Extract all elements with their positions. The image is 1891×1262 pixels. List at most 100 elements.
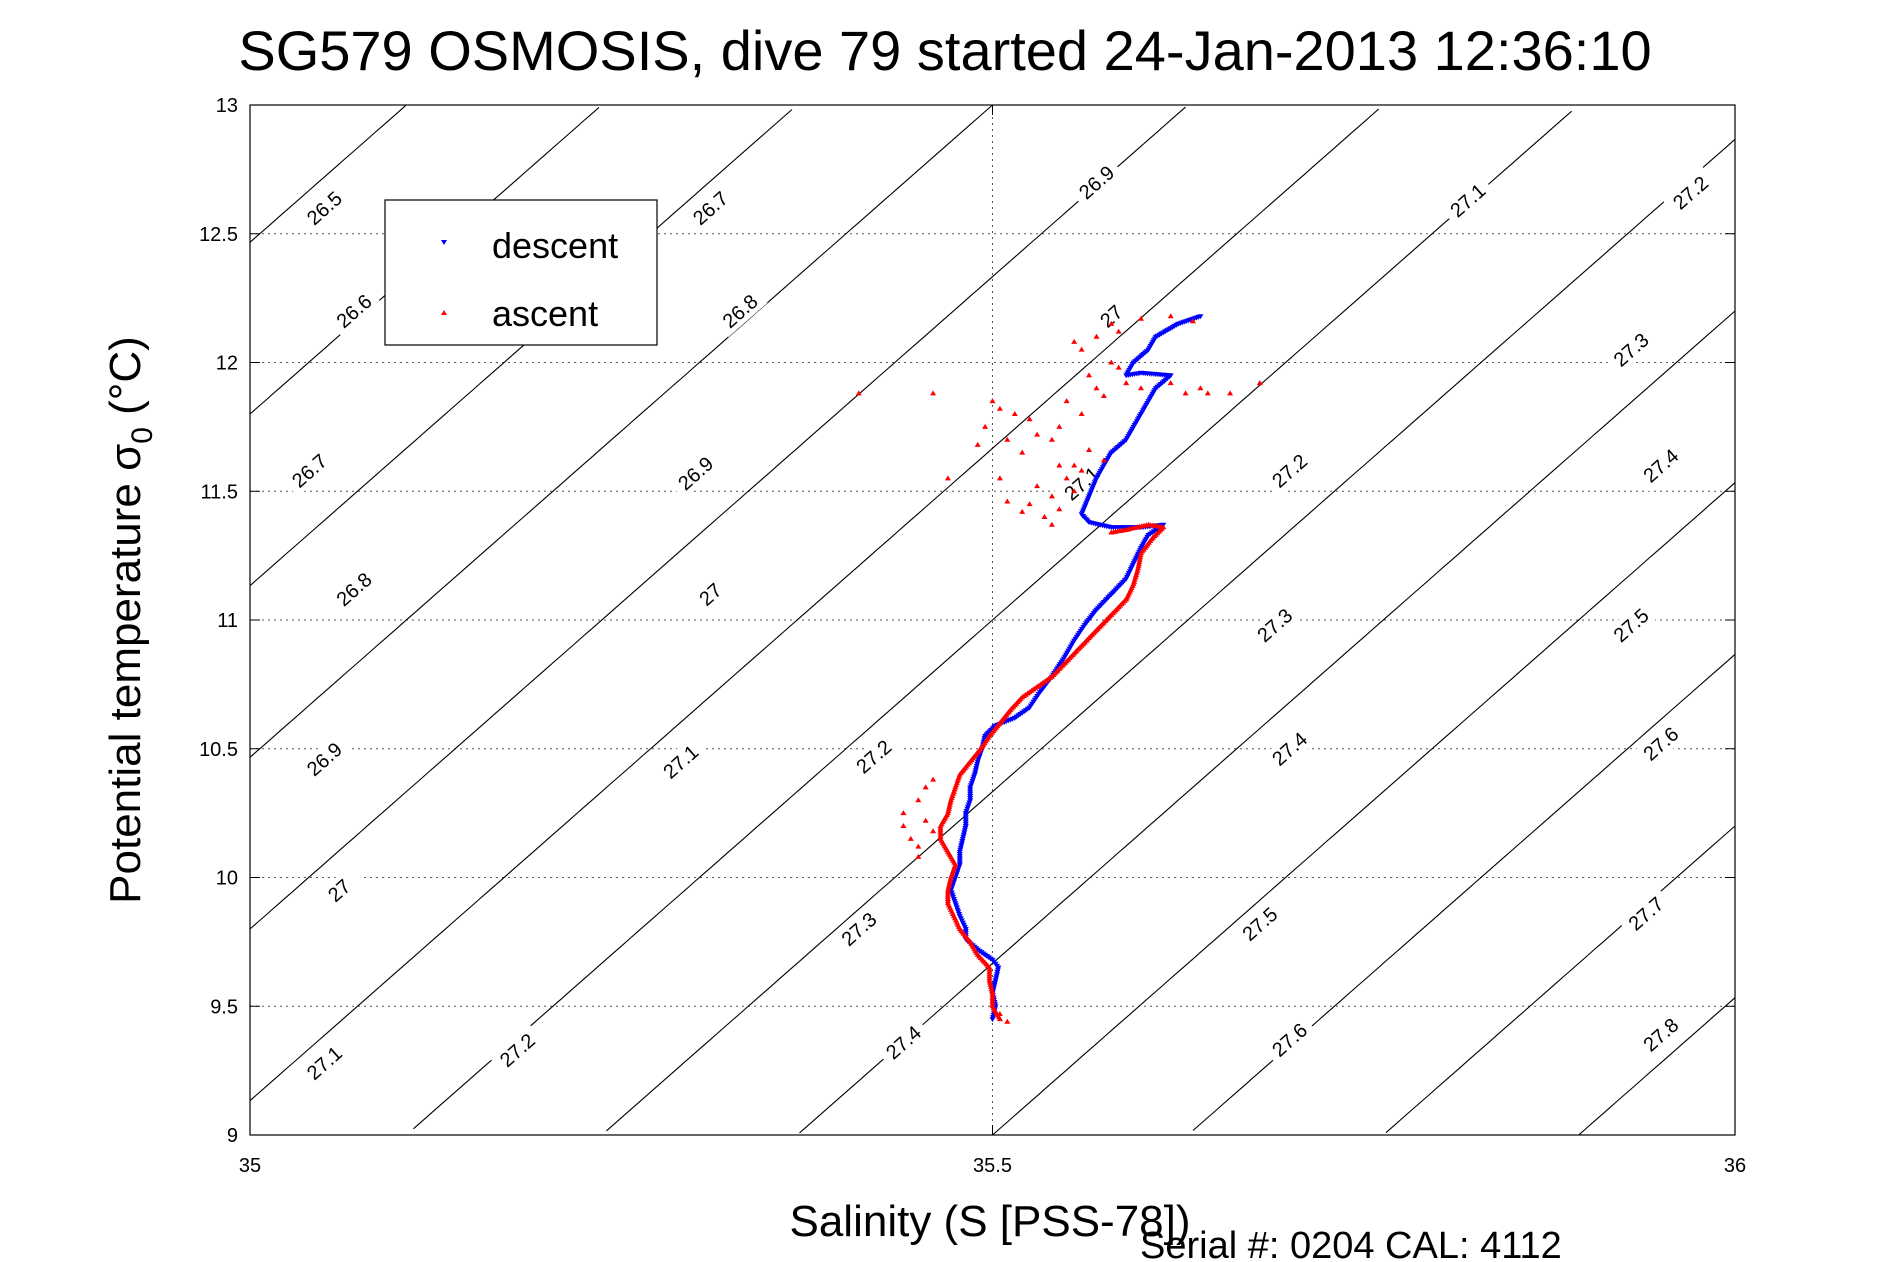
- legend-label-descent: descent: [492, 225, 618, 266]
- x-tick-label: 36: [1724, 1155, 1746, 1177]
- ascent-point: [1019, 508, 1026, 514]
- ascent-point: [1048, 436, 1055, 442]
- ascent-point: [1063, 398, 1070, 404]
- ascent-point: [1019, 449, 1026, 455]
- ascent-point: [1048, 521, 1055, 527]
- contour-label-bg: [682, 181, 738, 235]
- contour-label-bg: [1068, 156, 1124, 209]
- contour-label-bg: [682, 568, 738, 621]
- ascent-point: [930, 828, 937, 834]
- contour-label-bg: [875, 1016, 931, 1069]
- ascent-point: [1167, 313, 1174, 319]
- contour-label-bg: [296, 732, 352, 786]
- ascent-point: [930, 776, 937, 782]
- contour-label-bg: [1440, 174, 1496, 227]
- descent-point: [958, 843, 965, 849]
- chart-title: SG579 OSMOSIS, dive 79 started 24-Jan-20…: [238, 19, 1651, 82]
- ascent-point: [1078, 411, 1085, 416]
- density-contour-line: [413, 110, 1573, 1130]
- ascent-point: [1093, 385, 1100, 391]
- density-contour-line: [606, 138, 1736, 1132]
- contour-label-bg: [296, 181, 352, 235]
- ascent-point: [996, 1011, 1003, 1016]
- ascent-point: [1138, 385, 1144, 391]
- contour-label-bg: [1083, 289, 1139, 343]
- y-axis-label-main: Potential temperature σ: [101, 444, 150, 904]
- descent-point: [990, 1015, 996, 1020]
- contour-label-bg: [668, 447, 723, 500]
- descent-point: [994, 972, 1000, 978]
- legend-marker-ascent: [441, 310, 447, 315]
- density-contour-line: [249, 108, 1379, 1102]
- descent-point: [956, 849, 963, 855]
- ascent-point: [1086, 447, 1092, 452]
- descent-point: [991, 982, 998, 988]
- ascent-point: [989, 398, 996, 404]
- contour-label-bg: [846, 730, 902, 783]
- ascent-point: [1204, 390, 1211, 396]
- ascent-point: [1108, 320, 1115, 326]
- ascent-point: [1056, 423, 1063, 429]
- ascent-point: [974, 441, 981, 447]
- contour-label-bg: [1618, 887, 1674, 940]
- contour-label-bg: [712, 284, 768, 338]
- ascent-point: [907, 835, 914, 841]
- legend: descent ascent: [384, 199, 658, 346]
- descent-point: [958, 841, 965, 847]
- ascent-point: [1138, 315, 1144, 321]
- ascent-point: [1041, 514, 1048, 519]
- ascent-point: [1256, 380, 1263, 386]
- ascent-point: [1034, 483, 1041, 489]
- y-axis-label-sub: 0: [126, 427, 159, 444]
- contour-label-bg: [831, 902, 887, 956]
- y-axis-ticks: 9 9.5 10 10.5 11 11.5 12 12.5 13: [199, 95, 1735, 1147]
- ascent-point: [944, 475, 951, 481]
- y-tick-label: 9.5: [210, 996, 238, 1018]
- ascent-point: [1048, 493, 1055, 499]
- descent-point: [973, 766, 980, 772]
- contour-label-bg: [1262, 444, 1317, 497]
- contour-label-bg: [326, 284, 382, 338]
- descent-point: [993, 976, 999, 982]
- y-tick-label: 10.5: [199, 739, 238, 761]
- ascent-point: [996, 475, 1003, 481]
- ascent-point: [1071, 488, 1078, 494]
- descent-point: [994, 967, 1001, 973]
- density-contour-line: [992, 482, 1736, 1136]
- ascent-point: [1034, 431, 1041, 437]
- contour-label-bg: [281, 444, 337, 497]
- ascent-point: [915, 853, 922, 859]
- density-contours: [249, 104, 1736, 1136]
- density-contour-line: [249, 104, 407, 243]
- y-tick-label: 13: [216, 95, 238, 117]
- y-tick-label: 11.5: [201, 481, 238, 503]
- contour-label-bg: [1262, 1013, 1317, 1066]
- descent-point: [994, 969, 1001, 975]
- contour-label-bg: [1662, 166, 1718, 219]
- ascent-point: [1100, 393, 1107, 398]
- ascent-point: [1078, 467, 1085, 473]
- descent-point: [971, 772, 978, 778]
- ascent-point: [1026, 501, 1033, 507]
- y-tick-label: 10: [216, 868, 238, 890]
- contour-label-bg: [1603, 323, 1659, 376]
- contour-label-bg: [1054, 457, 1110, 510]
- ascent-point: [1115, 328, 1122, 334]
- serial-cal-footer: Serial #: 0204 CAL: 4112: [1140, 1225, 1562, 1262]
- legend-box: [384, 199, 658, 346]
- descent-point: [972, 768, 979, 774]
- ascent-point: [1071, 462, 1078, 468]
- ascent-point: [1182, 390, 1189, 396]
- contour-label-bg: [1232, 897, 1288, 951]
- ascent-point: [1123, 380, 1130, 386]
- y-axis-label: Potential temperature σ0 (°C): [101, 336, 159, 904]
- contour-label-bg: [1633, 439, 1689, 492]
- ascent-point: [1004, 436, 1011, 442]
- descent-point: [959, 836, 966, 842]
- density-contour-line: [249, 109, 793, 587]
- descent-point: [993, 974, 1000, 980]
- descent-point: [974, 761, 981, 767]
- descent-point: [960, 834, 967, 840]
- descent-point: [960, 832, 967, 838]
- density-contour-line: [1385, 825, 1736, 1134]
